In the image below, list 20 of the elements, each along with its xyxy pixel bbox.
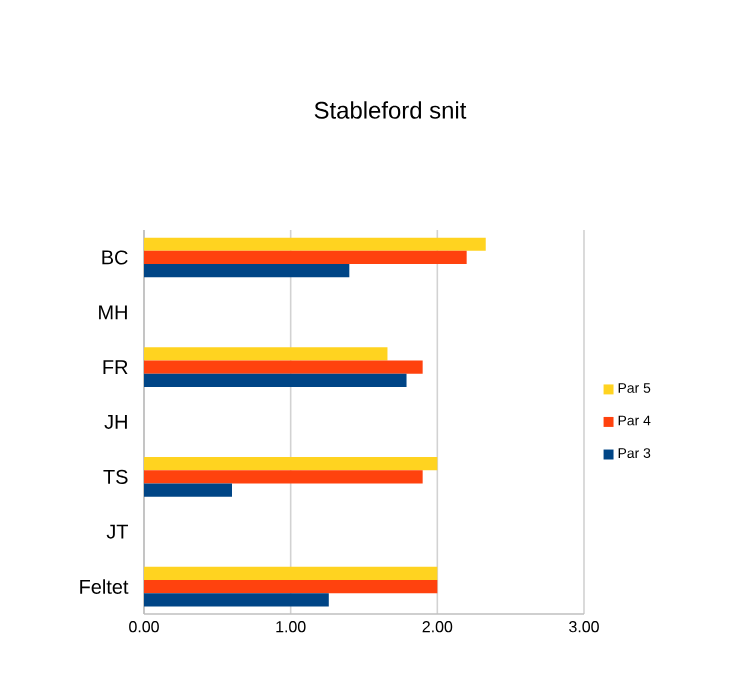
bar [144,373,407,387]
bar [144,457,438,471]
bar [144,347,388,361]
bar [144,566,438,580]
bar [144,237,486,251]
bar [144,264,350,278]
y-tick-label: MH [99,305,127,320]
bar [144,470,423,484]
bar [144,593,329,607]
y-tick-label: TS [103,469,128,484]
bar [144,360,423,374]
y-tick-label: JH [104,415,127,429]
chart-title: Stableford snit [314,101,467,119]
y-tick-label: Feltet [80,579,129,594]
y-tick-label: JT [106,524,128,539]
y-tick-label: FR [103,360,128,374]
y-tick-label: BC [102,250,128,265]
bar [144,250,467,265]
bar [144,579,438,594]
bar [144,483,232,497]
